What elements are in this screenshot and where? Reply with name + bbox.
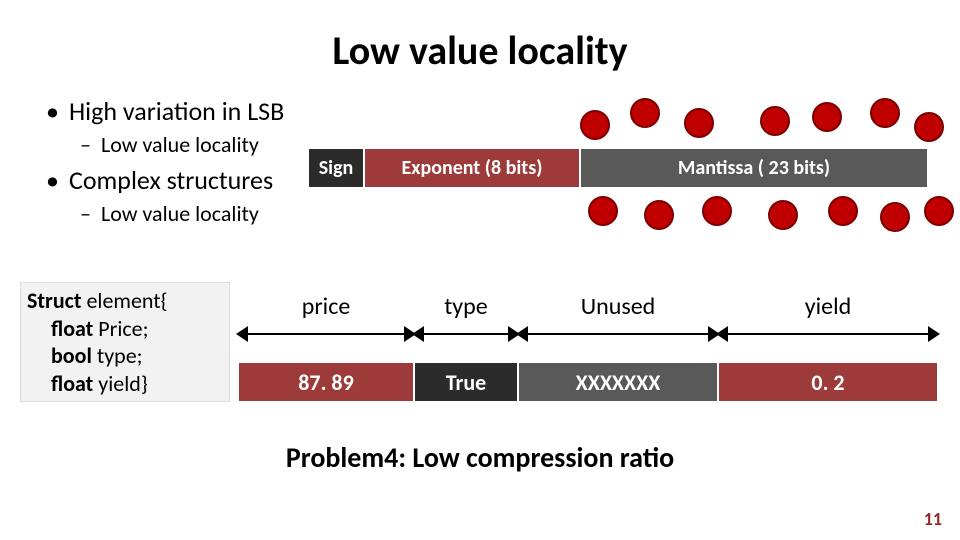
dot-icon: [684, 108, 714, 138]
code-line-4: float yield}: [27, 370, 223, 398]
field-label-row: pricetypeUnusedyield: [238, 292, 938, 345]
field-value: XXXXXXX: [518, 362, 718, 402]
field-label-text: price: [238, 292, 414, 321]
problem-statement: Problem4: Low compression ratio: [0, 440, 960, 475]
field-label: type: [414, 292, 518, 345]
dot-icon: [630, 98, 660, 128]
code-line-1: Struct element{: [27, 287, 223, 315]
struct-code: Struct element{ float Price; bool type; …: [20, 282, 230, 402]
field-label: price: [238, 292, 414, 345]
dot-icon: [760, 106, 790, 136]
dot-icon: [870, 98, 900, 128]
double-arrow-icon: [718, 323, 938, 345]
dot-icon: [880, 202, 910, 232]
field-label-text: yield: [718, 292, 938, 321]
dot-icon: [588, 196, 618, 226]
field-label: yield: [718, 292, 938, 345]
field-value: 0. 2: [718, 362, 938, 402]
float-format-bar: SignExponent (8 bits)Mantissa ( 23 bits): [308, 148, 928, 188]
double-arrow-icon: [414, 323, 518, 345]
dot-icon: [914, 112, 944, 142]
code-line-2: float Price;: [27, 315, 223, 343]
dot-icon: [702, 196, 732, 226]
double-arrow-icon: [518, 323, 718, 345]
code-line-3: bool type;: [27, 342, 223, 370]
float-seg-sign: Sign: [308, 148, 364, 188]
slide-title: Low value locality: [40, 26, 920, 75]
dot-icon: [644, 200, 674, 230]
slide: Low value locality High variation in LSB…: [0, 0, 960, 540]
dot-icon: [924, 196, 954, 226]
field-value-row: 87. 89TrueXXXXXXX0. 2: [238, 362, 938, 402]
dot-icon: [828, 196, 858, 226]
float-seg-exponent: Exponent (8 bits): [364, 148, 580, 188]
field-label-text: Unused: [518, 292, 718, 321]
field-value: True: [414, 362, 518, 402]
field-label: Unused: [518, 292, 718, 345]
float-seg-mantissa: Mantissa ( 23 bits): [580, 148, 928, 188]
double-arrow-icon: [238, 323, 414, 345]
field-value: 87. 89: [238, 362, 414, 402]
page-number: 11: [924, 508, 942, 530]
field-label-text: type: [414, 292, 518, 321]
dot-icon: [580, 110, 610, 140]
dot-icon: [768, 200, 798, 230]
dot-icon: [812, 102, 842, 132]
